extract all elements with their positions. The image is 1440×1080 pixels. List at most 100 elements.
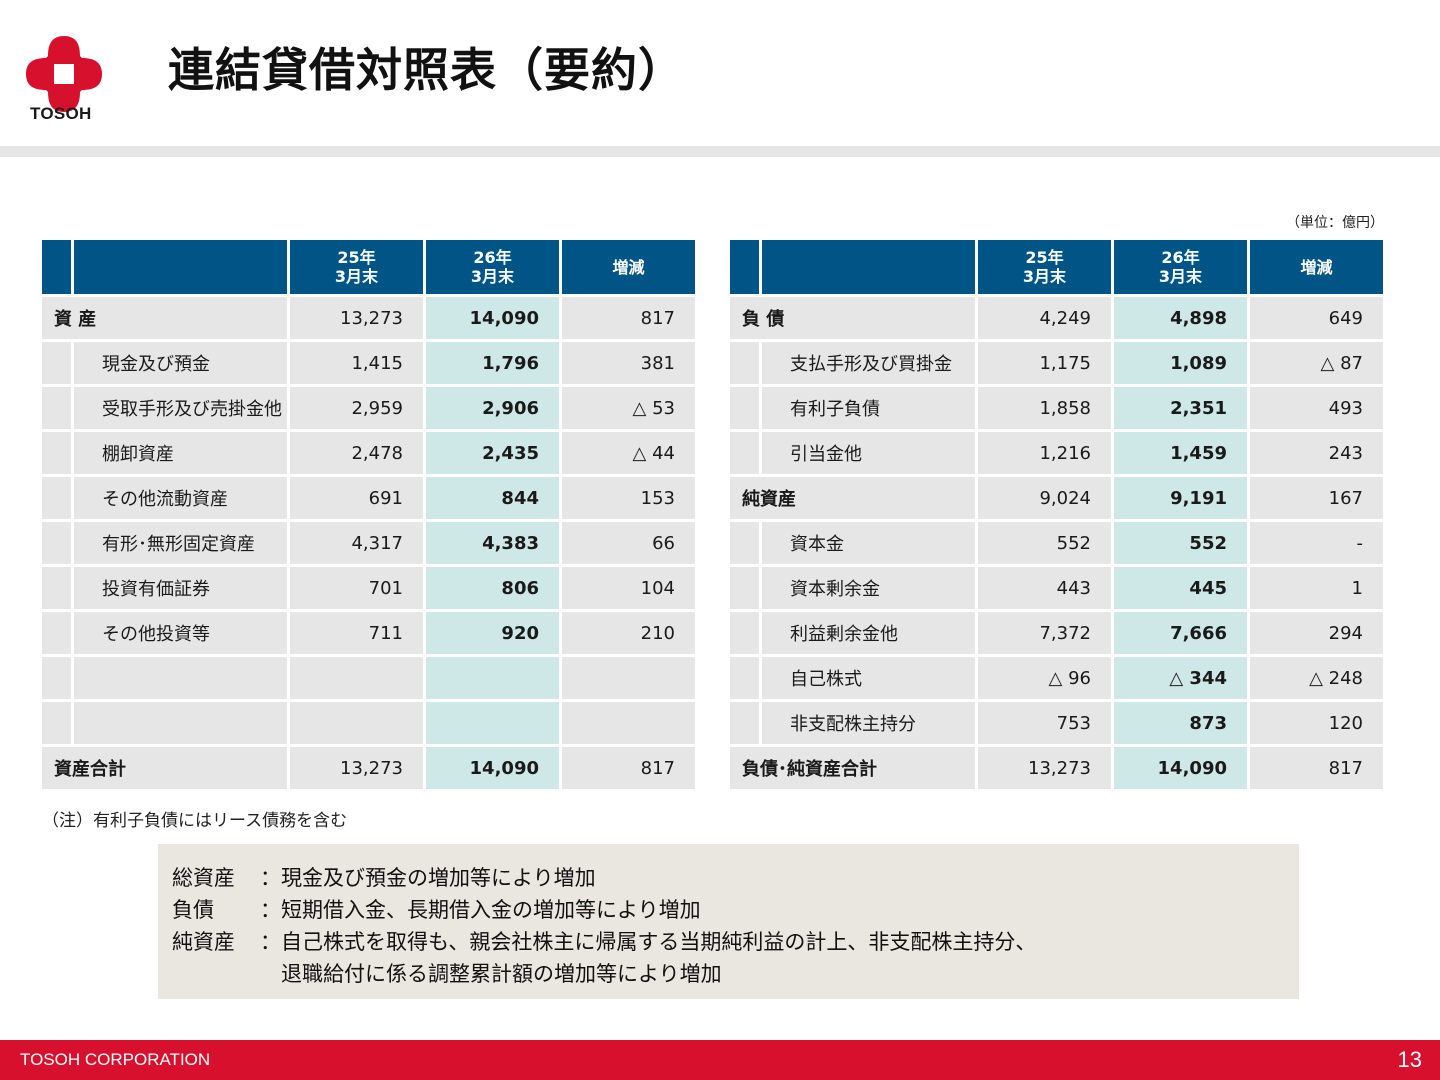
summary-text: ：現金及び預金の増加等により増加	[260, 866, 596, 890]
logo-text: TOSOH	[30, 104, 92, 123]
row-prev: 753	[978, 702, 1111, 744]
row-diff: 167	[1250, 477, 1383, 519]
row-diff: 243	[1250, 432, 1383, 474]
header-diff: 増減	[1250, 240, 1383, 294]
row-prev: △ 96	[978, 657, 1111, 699]
row-diff: 120	[1250, 702, 1383, 744]
row-prev: 1,415	[290, 342, 423, 384]
summary-text: ：短期借入金、長期借入金の増加等により増加	[260, 898, 701, 922]
row-label: 自己株式	[762, 657, 975, 699]
table-row: 投資有価証券 701 806 104	[42, 567, 695, 609]
table-row: 支払手形及び買掛金 1,175 1,089 △ 87	[730, 342, 1383, 384]
row-curr: 844	[426, 477, 559, 519]
row-prev: 443	[978, 567, 1111, 609]
header-label	[762, 240, 975, 294]
summary-line: 純資産 ：自己株式を取得も、親会社株主に帰属する当期純利益の計上、非支配株主持分、	[172, 926, 1036, 956]
row-prev: 7,372	[978, 612, 1111, 654]
row-diff: 817	[562, 297, 695, 339]
footer-company: TOSOH CORPORATION	[20, 1050, 211, 1069]
row-prev: 13,273	[290, 747, 423, 789]
row-prev: 711	[290, 612, 423, 654]
row-label: 受取手形及び売掛金他	[74, 387, 287, 429]
row-diff: 66	[562, 522, 695, 564]
empty-row	[42, 702, 695, 744]
row-prev: 2,959	[290, 387, 423, 429]
row-diff: 817	[1250, 747, 1383, 789]
liabilities-equity-table: 25年 3月末 26年 3月末 増減 負 債 4,249 4,898 649 支払手…	[727, 237, 1386, 792]
assets-table: 25年 3月末 26年 3月末 増減 資 産 13,273 14,090 817 現…	[39, 237, 698, 792]
row-diff: △ 53	[562, 387, 695, 429]
header-prev: 25年 3月末	[290, 240, 423, 294]
table-row: その他投資等 711 920 210	[42, 612, 695, 654]
row-curr: 806	[426, 567, 559, 609]
unit-label: （単位：億円）	[1286, 215, 1384, 231]
header-curr: 26年 3月末	[1114, 240, 1247, 294]
row-curr: 552	[1114, 522, 1247, 564]
row-curr: 2,906	[426, 387, 559, 429]
summary-line: 総資産 ：現金及び預金の増加等により増加	[172, 862, 596, 892]
row-prev: 691	[290, 477, 423, 519]
row-curr: 1,459	[1114, 432, 1247, 474]
row-diff: △ 44	[562, 432, 695, 474]
row-prev: 552	[978, 522, 1111, 564]
summary-line: 退職給付に係る調整累計額の増加等により増加	[172, 958, 722, 988]
row-label: 有形･無形固定資産	[74, 522, 287, 564]
table-row: 現金及び預金 1,415 1,796 381	[42, 342, 695, 384]
row-label: 利益剰余金他	[762, 612, 975, 654]
row-label: 投資有価証券	[74, 567, 287, 609]
row-label: 引当金他	[762, 432, 975, 474]
footer-bar: TOSOH CORPORATION 13	[0, 1040, 1440, 1080]
row-diff: △ 87	[1250, 342, 1383, 384]
table-row: 受取手形及び売掛金他 2,959 2,906 △ 53	[42, 387, 695, 429]
table-row: 非支配株主持分 753 873 120	[730, 702, 1383, 744]
summary-line: 負債 ：短期借入金、長期借入金の増加等により増加	[172, 894, 701, 924]
row-curr: △ 344	[1114, 657, 1247, 699]
table-row: その他流動資産 691 844 153	[42, 477, 695, 519]
row-label: 負 債	[730, 297, 975, 339]
row-curr: 4,383	[426, 522, 559, 564]
row-diff: 1	[1250, 567, 1383, 609]
row-prev: 13,273	[978, 747, 1111, 789]
header-stub	[730, 240, 759, 294]
row-label: 資産合計	[42, 747, 287, 789]
row-curr: 4,898	[1114, 297, 1247, 339]
summary-key: 負債	[172, 898, 214, 922]
table-row: 純資産 9,024 9,191 167	[730, 477, 1383, 519]
row-label: 棚卸資産	[74, 432, 287, 474]
row-diff: 381	[562, 342, 695, 384]
row-label: 支払手形及び買掛金	[762, 342, 975, 384]
table-header-row: 25年 3月末 26年 3月末 増減	[730, 240, 1383, 294]
tosoh-logo-icon	[26, 36, 102, 112]
empty-row	[42, 657, 695, 699]
row-diff: 649	[1250, 297, 1383, 339]
row-curr: 7,666	[1114, 612, 1247, 654]
summary-text: 退職給付に係る調整累計額の増加等により増加	[260, 962, 722, 986]
header-stub	[42, 240, 71, 294]
row-diff: 817	[562, 747, 695, 789]
row-curr: 14,090	[426, 747, 559, 789]
footnote: （注）有利子負債にはリース債務を含む	[42, 811, 348, 831]
header-divider	[0, 146, 1440, 157]
row-label: その他投資等	[74, 612, 287, 654]
summary-box: 総資産 ：現金及び預金の増加等により増加 負債 ：短期借入金、長期借入金の増加等によ…	[158, 844, 1299, 999]
row-label: 資本金	[762, 522, 975, 564]
row-diff: 294	[1250, 612, 1383, 654]
row-label: 負債･純資産合計	[730, 747, 975, 789]
row-prev: 13,273	[290, 297, 423, 339]
total-row: 負債･純資産合計 13,273 14,090 817	[730, 747, 1383, 789]
row-prev: 2,478	[290, 432, 423, 474]
table-row: 有利子負債 1,858 2,351 493	[730, 387, 1383, 429]
row-diff: 153	[562, 477, 695, 519]
table-row: 資本剰余金 443 445 1	[730, 567, 1383, 609]
row-curr: 2,351	[1114, 387, 1247, 429]
row-label: その他流動資産	[74, 477, 287, 519]
row-prev: 4,249	[978, 297, 1111, 339]
row-prev: 1,175	[978, 342, 1111, 384]
table-row: 自己株式 △ 96 △ 344 △ 248	[730, 657, 1383, 699]
row-prev: 4,317	[290, 522, 423, 564]
row-curr: 445	[1114, 567, 1247, 609]
row-curr: 920	[426, 612, 559, 654]
table-row: 有形･無形固定資産 4,317 4,383 66	[42, 522, 695, 564]
row-diff: 104	[562, 567, 695, 609]
page-title: 連結貸借対照表（要約）	[168, 43, 685, 97]
